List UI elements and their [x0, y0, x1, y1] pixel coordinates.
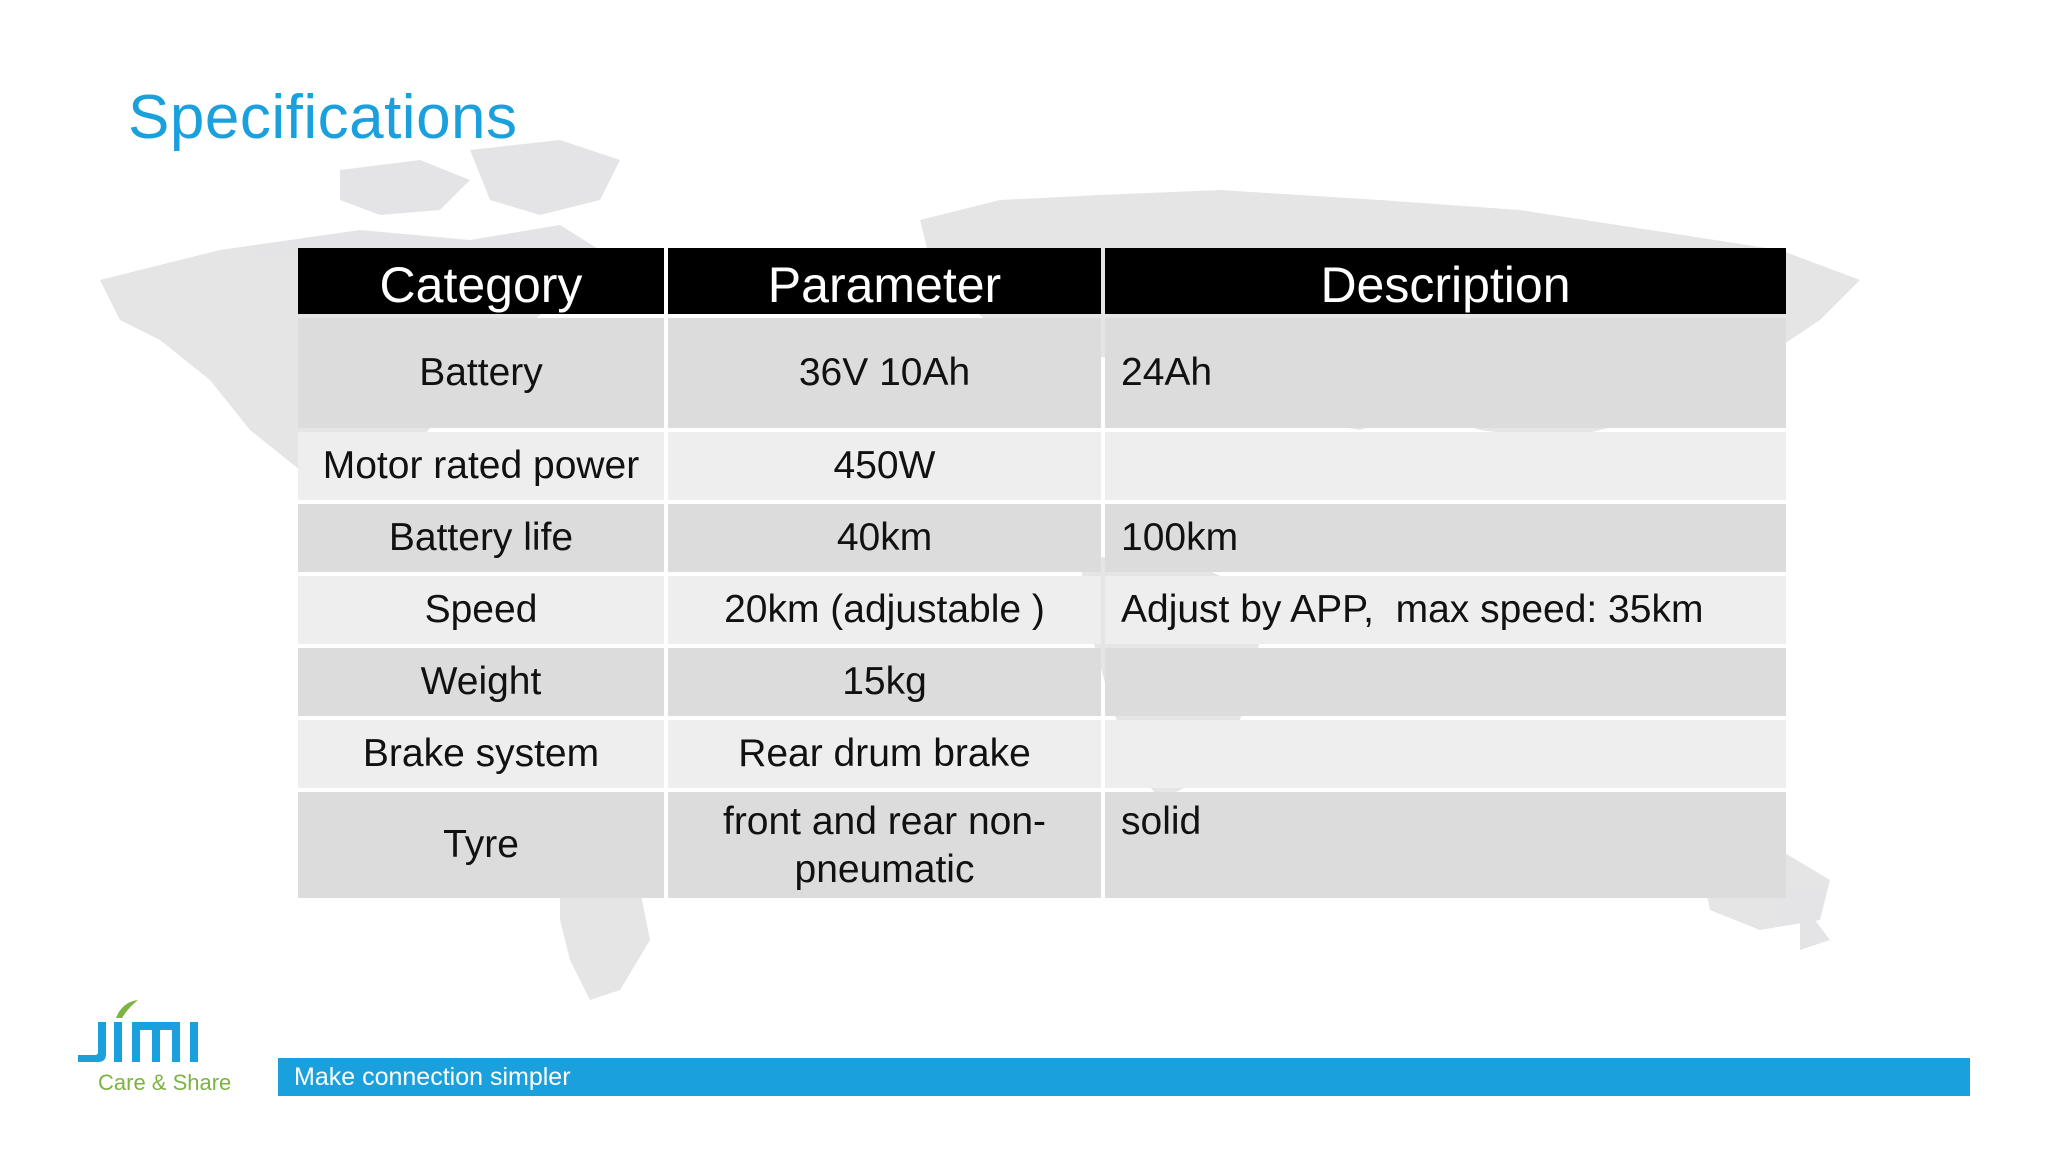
table-header-row: Category Parameter Description — [298, 248, 1786, 314]
jimi-logo: Care & Share — [78, 1000, 231, 1095]
logo-subtext: Care & Share — [98, 1070, 231, 1095]
parameter-cell: 450W — [668, 432, 1101, 500]
table-row: Speed 20km (adjustable ) Adjust by APP, … — [298, 576, 1786, 644]
description-cell: solid — [1105, 792, 1786, 898]
category-cell: Weight — [298, 648, 664, 716]
tagline: Make connection simpler — [294, 1063, 571, 1091]
page-title: Specifications — [128, 83, 518, 152]
table-row: Brake system Rear drum brake — [298, 720, 1786, 788]
category-cell: Battery — [298, 318, 664, 428]
tagline-bar: Make connection simpler — [278, 1058, 1970, 1096]
table-row: Tyre front and rear non-pneumatic solid — [298, 792, 1786, 898]
description-cell — [1105, 720, 1786, 788]
category-cell: Motor rated power — [298, 432, 664, 500]
table-row: Battery life 40km 100km — [298, 504, 1786, 572]
category-cell: Speed — [298, 576, 664, 644]
table-row: Battery 36V 10Ah 24Ah — [298, 318, 1786, 428]
parameter-cell: Rear drum brake — [668, 720, 1101, 788]
table-row: Weight 15kg — [298, 648, 1786, 716]
category-cell: Tyre — [298, 792, 664, 898]
description-cell — [1105, 432, 1786, 500]
column-header-category: Category — [298, 248, 664, 314]
parameter-cell: front and rear non-pneumatic — [668, 792, 1101, 898]
description-cell — [1105, 648, 1786, 716]
parameter-cell: 20km (adjustable ) — [668, 576, 1101, 644]
description-cell: 100km — [1105, 504, 1786, 572]
parameter-cell: 40km — [668, 504, 1101, 572]
category-cell: Battery life — [298, 504, 664, 572]
column-header-description: Description — [1105, 248, 1786, 314]
column-header-parameter: Parameter — [668, 248, 1101, 314]
table-row: Motor rated power 450W — [298, 432, 1786, 500]
specifications-table: Category Parameter Description Battery 3… — [294, 244, 1790, 902]
parameter-cell: 15kg — [668, 648, 1101, 716]
description-cell: 24Ah — [1105, 318, 1786, 428]
description-cell: Adjust by APP, max speed: 35km — [1105, 576, 1786, 644]
parameter-cell: 36V 10Ah — [668, 318, 1101, 428]
category-cell: Brake system — [298, 720, 664, 788]
